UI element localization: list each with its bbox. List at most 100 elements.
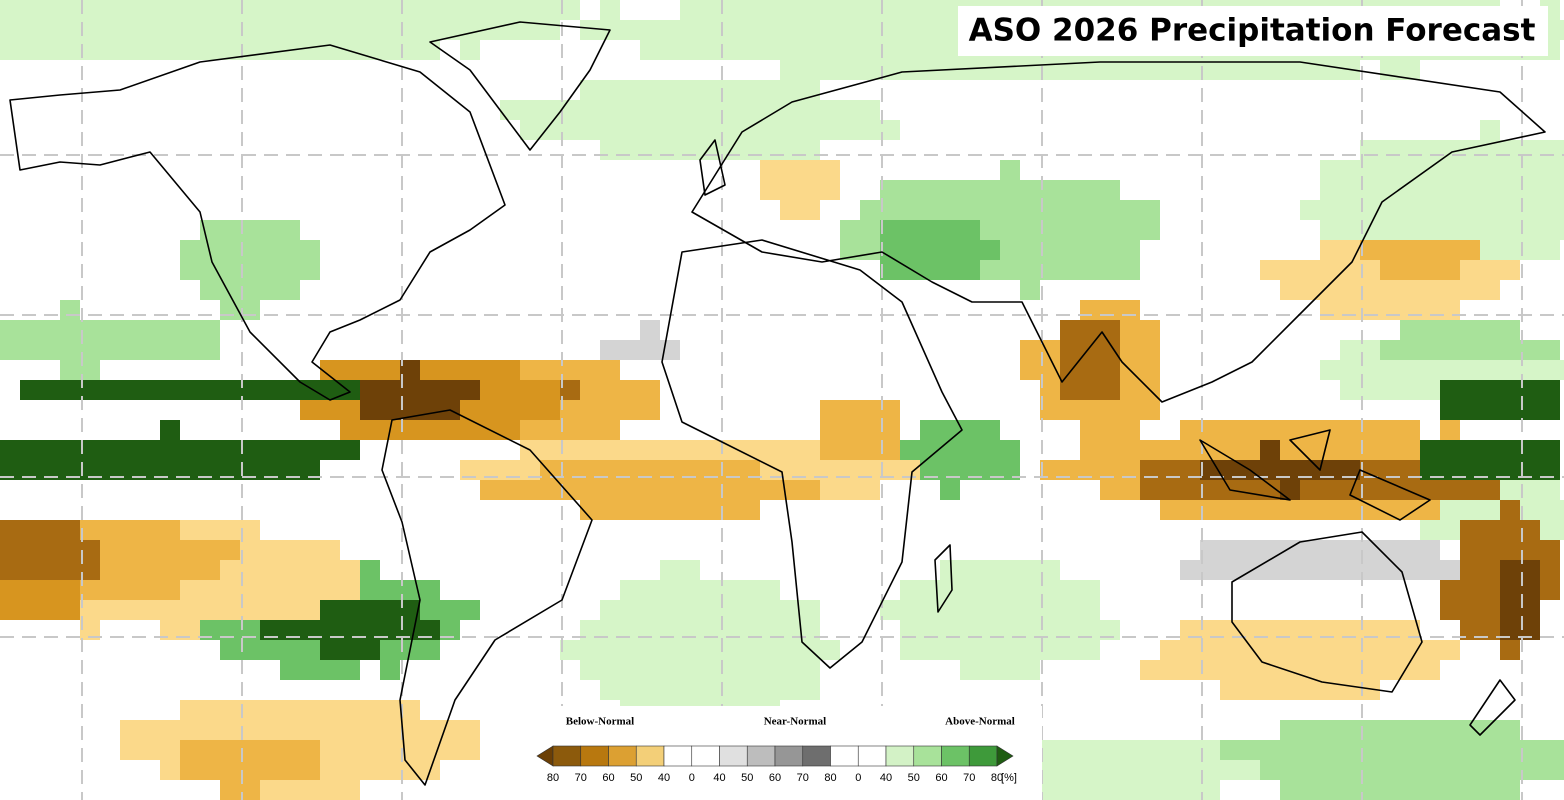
raster-cell: [160, 340, 180, 360]
raster-cell: [280, 240, 300, 260]
raster-cell: [20, 460, 40, 480]
raster-cell: [680, 620, 700, 640]
raster-cell: [1000, 560, 1020, 580]
raster-cell: [380, 700, 400, 720]
raster-cell: [1040, 220, 1060, 240]
raster-cell: [1380, 660, 1400, 680]
raster-cell: [960, 60, 980, 80]
raster-cell: [120, 40, 140, 60]
raster-cell: [600, 420, 620, 440]
unit-label: [%]: [1001, 772, 1017, 784]
raster-cell: [920, 240, 940, 260]
raster-cell: [440, 720, 460, 740]
raster-cell: [100, 460, 120, 480]
raster-cell: [1480, 740, 1500, 760]
raster-cell: [1460, 540, 1480, 560]
raster-cell: [860, 440, 880, 460]
raster-cell: [920, 200, 940, 220]
raster-cell: [1420, 320, 1440, 340]
raster-cell: [720, 600, 740, 620]
raster-cell: [1400, 280, 1420, 300]
raster-cell: [1420, 560, 1440, 580]
raster-cell: [1420, 440, 1440, 460]
raster-cell: [700, 620, 720, 640]
raster-cell: [580, 480, 600, 500]
raster-cell: [680, 480, 700, 500]
raster-cell: [1220, 540, 1240, 560]
raster-cell: [1380, 620, 1400, 640]
raster-cell: [800, 60, 820, 80]
raster-cell: [540, 460, 560, 480]
raster-cell: [880, 40, 900, 60]
raster-cell: [260, 240, 280, 260]
raster-cell: [1560, 760, 1564, 780]
raster-cell: [1320, 200, 1340, 220]
raster-cell: [920, 0, 940, 20]
raster-cell: [760, 480, 780, 500]
raster-cell: [580, 100, 600, 120]
raster-cell: [1440, 760, 1460, 780]
raster-cell: [720, 40, 740, 60]
raster-cell: [120, 580, 140, 600]
raster-cell: [540, 400, 560, 420]
raster-cell: [520, 480, 540, 500]
raster-cell: [1220, 760, 1240, 780]
raster-cell: [60, 580, 80, 600]
raster-cell: [1500, 600, 1520, 620]
raster-cell: [1480, 160, 1500, 180]
raster-cell: [1340, 740, 1360, 760]
raster-cell: [760, 580, 780, 600]
raster-cell: [1420, 360, 1440, 380]
raster-cell: [1480, 780, 1500, 800]
raster-cell: [900, 460, 920, 480]
raster-cell: [580, 80, 600, 100]
raster-cell: [1020, 640, 1040, 660]
raster-cell: [800, 460, 820, 480]
raster-cell: [200, 0, 220, 20]
raster-cell: [280, 0, 300, 20]
raster-cell: [1480, 240, 1500, 260]
raster-cell: [1100, 300, 1120, 320]
raster-cell: [300, 20, 320, 40]
raster-cell: [1520, 540, 1540, 560]
raster-cell: [1340, 440, 1360, 460]
raster-cell: [80, 0, 100, 20]
raster-cell: [180, 580, 200, 600]
raster-cell: [1460, 400, 1480, 420]
raster-cell: [1060, 620, 1080, 640]
raster-cell: [1200, 780, 1220, 800]
legend-label: Near-Normal: [764, 716, 827, 728]
raster-cell: [1460, 440, 1480, 460]
raster-cell: [1360, 500, 1380, 520]
raster-cell: [700, 440, 720, 460]
raster-cell: [300, 0, 320, 20]
raster-cell: [200, 600, 220, 620]
raster-cell: [80, 440, 100, 460]
raster-cell: [880, 200, 900, 220]
raster-cell: [800, 20, 820, 40]
raster-cell: [540, 20, 560, 40]
raster-cell: [1440, 640, 1460, 660]
raster-cell: [600, 400, 620, 420]
raster-cell: [780, 600, 800, 620]
raster-cell: [1460, 720, 1480, 740]
raster-cell: [1360, 380, 1380, 400]
raster-cell: [1400, 540, 1420, 560]
raster-cell: [580, 460, 600, 480]
raster-cell: [1020, 240, 1040, 260]
raster-cell: [460, 20, 480, 40]
raster-cell: [100, 20, 120, 40]
raster-cell: [1460, 320, 1480, 340]
raster-cell: [1220, 440, 1240, 460]
raster-cell: [540, 440, 560, 460]
raster-cell: [1500, 460, 1520, 480]
raster-cell: [1440, 360, 1460, 380]
raster-cell: [1240, 740, 1260, 760]
raster-cell: [1240, 760, 1260, 780]
raster-cell: [620, 640, 640, 660]
raster-cell: [0, 440, 20, 460]
raster-cell: [180, 240, 200, 260]
raster-cell: [1240, 560, 1260, 580]
raster-cell: [1340, 260, 1360, 280]
raster-cell: [680, 40, 700, 60]
